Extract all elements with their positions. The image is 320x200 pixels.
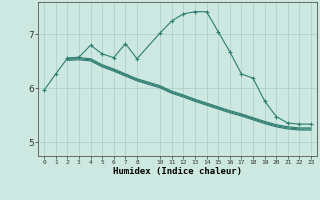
X-axis label: Humidex (Indice chaleur): Humidex (Indice chaleur) bbox=[113, 167, 242, 176]
